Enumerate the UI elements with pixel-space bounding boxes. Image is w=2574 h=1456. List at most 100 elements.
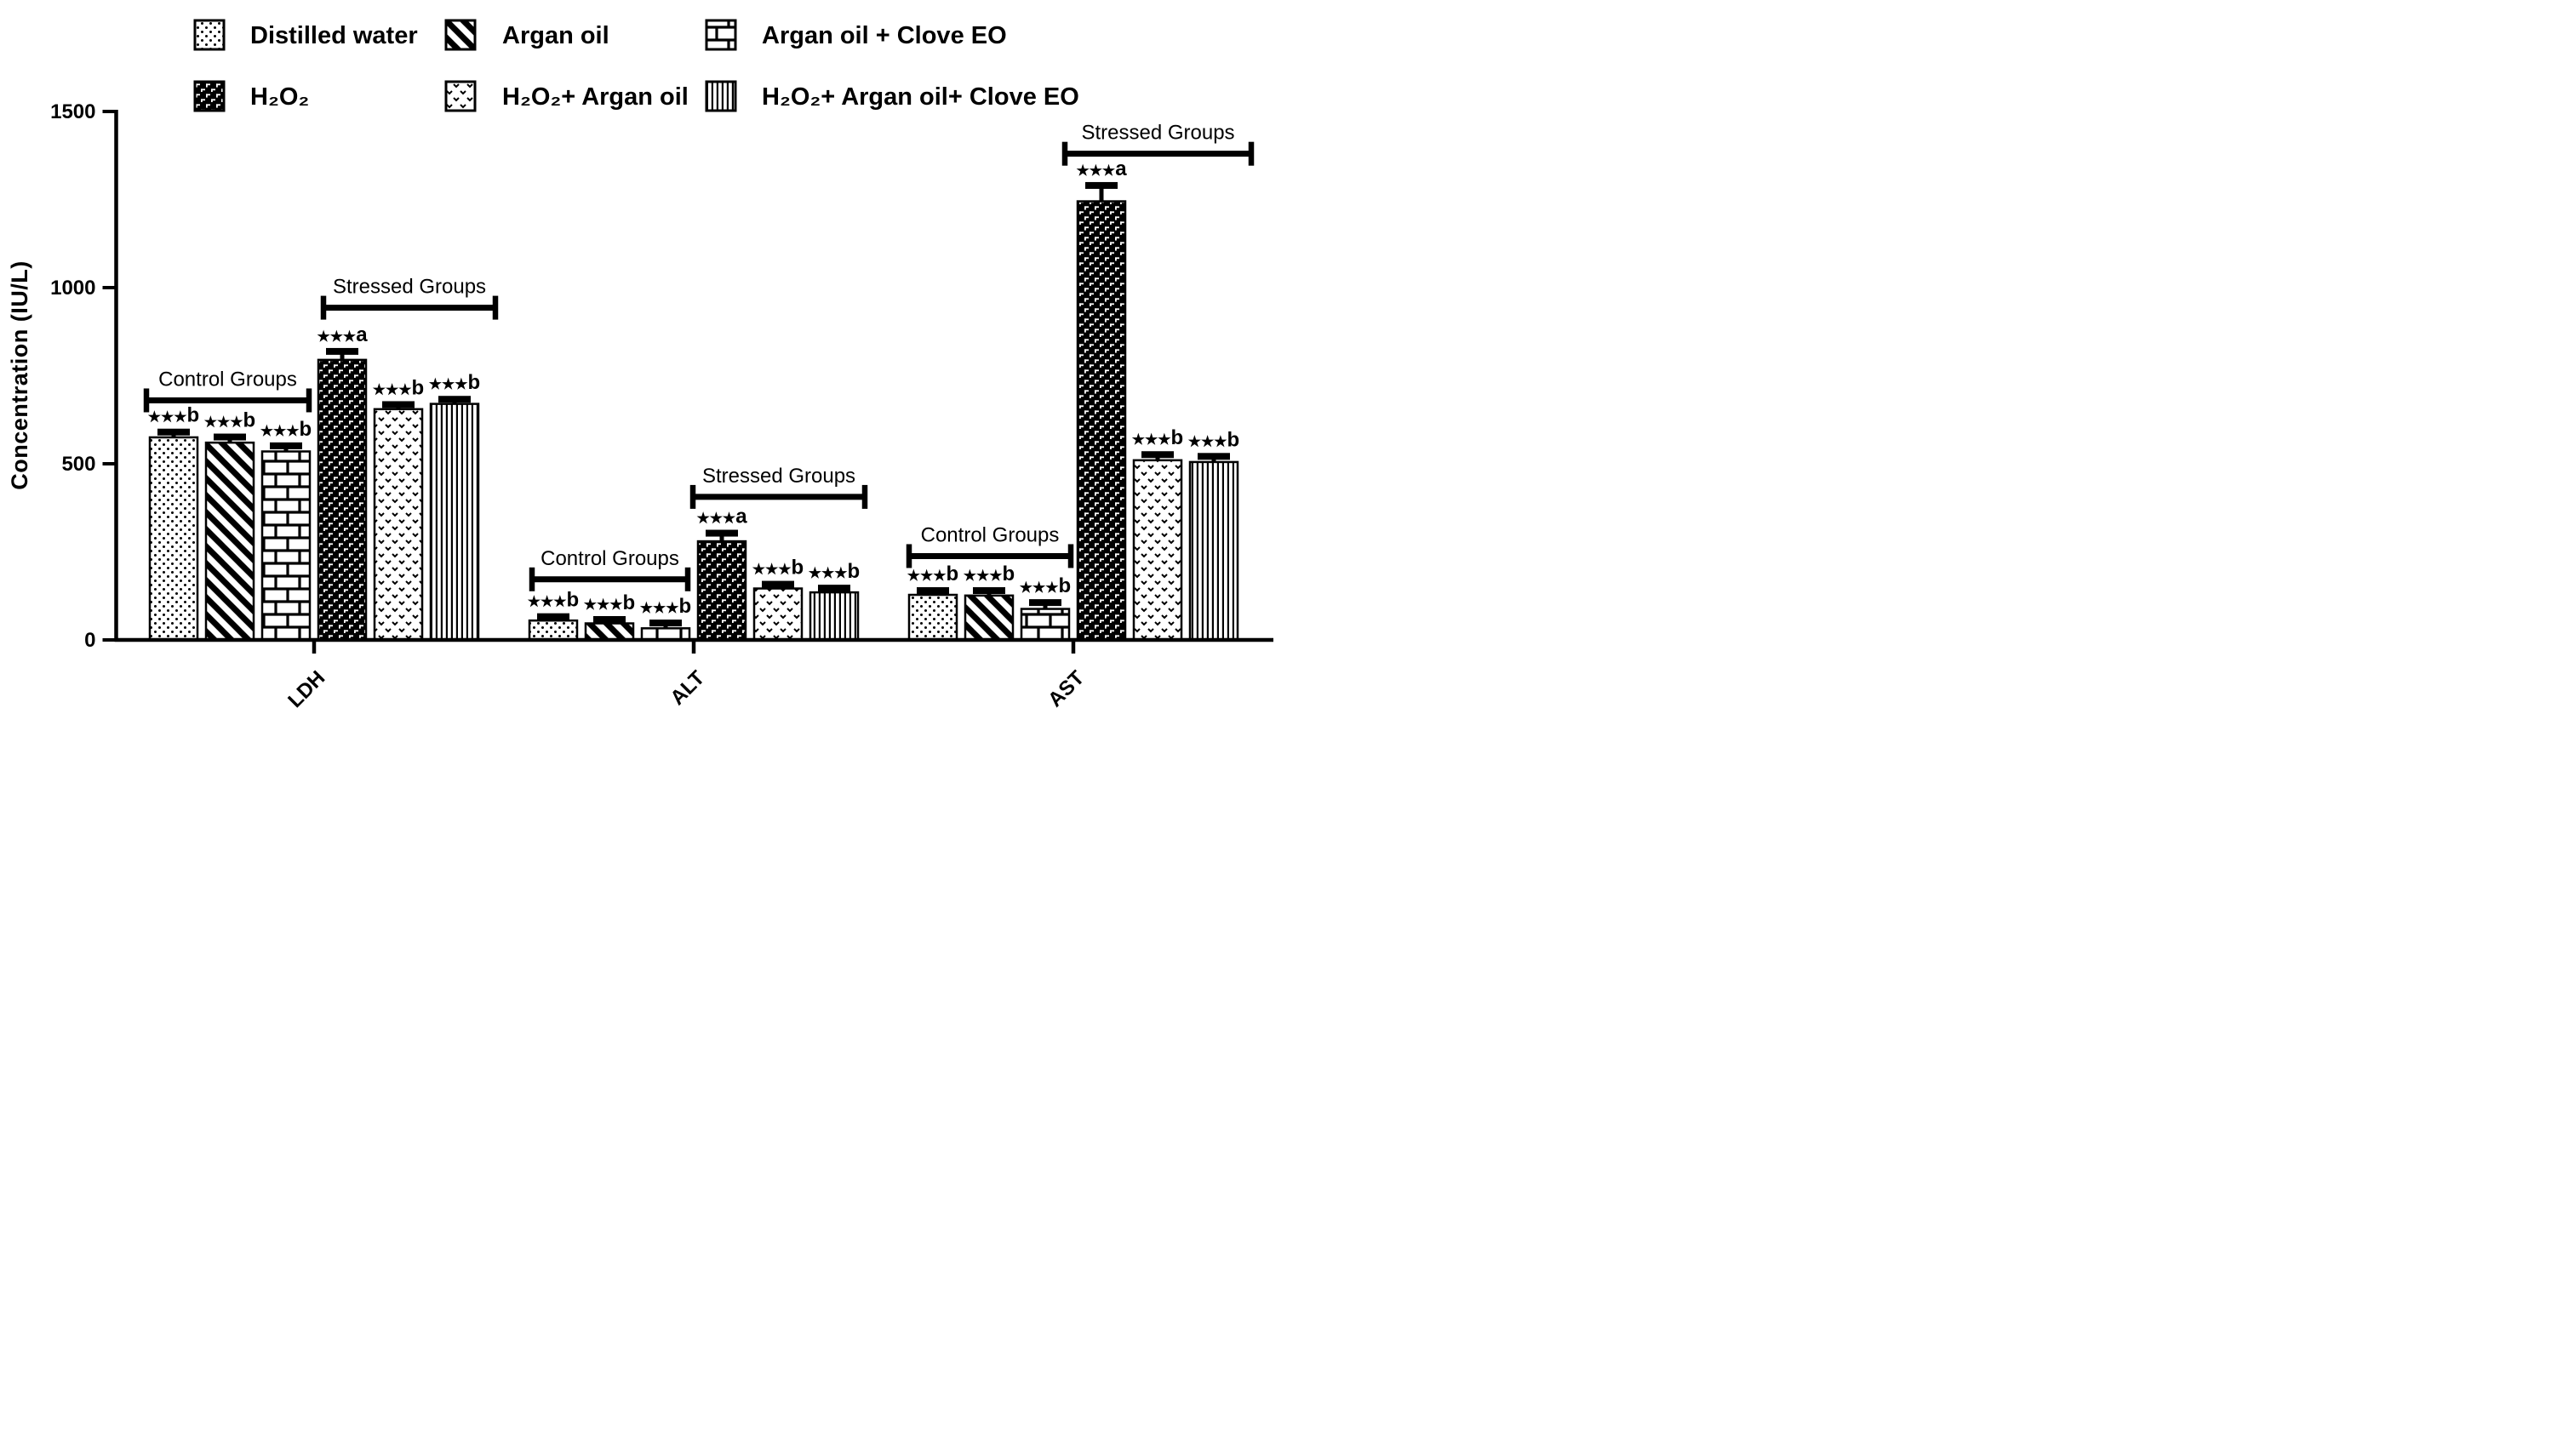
y-axis-title: Concentration (IU/L) — [7, 260, 32, 489]
significance-layer: ★★★b ★★★b ★★★b★★★a★★★b ★★★b★★★b ★★★b ★★★b★★★a… — [148, 157, 1239, 618]
error-bars-layer — [157, 181, 1230, 629]
chart-canvas: Distilled water Argan oil Argan oil + Clov… — [7, 19, 1273, 712]
significance-label: ★★★b — [260, 418, 312, 441]
sig-letter: a — [356, 323, 368, 346]
sig-stars: ★★★ — [429, 376, 468, 392]
error-bar-cap — [1085, 181, 1118, 189]
y-tick-label: 0 — [84, 629, 95, 652]
legend-swatch-chevron-icon — [444, 80, 477, 112]
legend-label: H₂O₂ — [250, 83, 309, 111]
sig-letter: b — [1171, 426, 1184, 449]
bar-LDH-shingle — [317, 358, 368, 642]
bar-LDH-chevron — [373, 408, 424, 642]
sig-stars: ★★★ — [373, 381, 412, 397]
error-bar-cap — [1141, 451, 1174, 459]
significance-label: ★★★b — [1132, 426, 1183, 449]
legend-swatch-diagonal-icon — [444, 19, 477, 51]
legend-label: Distilled water — [250, 22, 418, 49]
bracket-label: Control Groups — [921, 523, 1060, 546]
error-bar-cap — [917, 587, 949, 595]
legend-label: H₂O₂+ Argan oil — [502, 83, 689, 111]
sig-letter: b — [792, 557, 804, 580]
legend-swatch-dots-icon — [193, 19, 226, 51]
sig-stars: ★★★ — [964, 568, 1003, 584]
significance-label: ★★★a — [317, 323, 368, 346]
bracket-ALT-control: Control Groups — [529, 547, 691, 591]
sig-letter: b — [1003, 562, 1015, 585]
sig-letter: b — [848, 560, 861, 583]
bracket-ALT-stressed: Stressed Groups — [689, 465, 868, 509]
bar-LDH-dots — [148, 436, 199, 642]
bar-ALT-diagonal — [584, 622, 635, 642]
significance-label: ★★★b — [640, 595, 691, 618]
bar-AST-diagonal — [964, 594, 1015, 642]
bar-AST-chevron — [1132, 459, 1183, 642]
significance-label: ★★★b — [907, 562, 958, 585]
error-bar-cap — [382, 401, 415, 408]
significance-label: ★★★b — [584, 591, 635, 614]
error-bar-cap — [326, 347, 358, 355]
sig-stars: ★★★ — [1188, 433, 1227, 449]
bar-AST-dots — [907, 593, 958, 642]
legend-label: Argan oil — [502, 22, 609, 49]
bracket-AST-control: Control Groups — [906, 523, 1074, 568]
bar-AST-vlines — [1188, 460, 1239, 642]
error-bar-cap — [537, 613, 569, 620]
bracket-LDH-control: Control Groups — [143, 368, 312, 413]
bracket-LDH-stressed: Stressed Groups — [320, 276, 499, 320]
sig-stars: ★★★ — [1020, 580, 1059, 596]
bar-AST-shingle — [1076, 200, 1127, 642]
y-tick-label: 1000 — [50, 277, 95, 300]
bar-ALT-chevron — [752, 587, 804, 642]
sig-letter: a — [735, 505, 747, 528]
sig-stars: ★★★ — [752, 562, 792, 578]
error-bar-cap — [973, 587, 1005, 595]
bracket-AST-stressed: Stressed Groups — [1061, 122, 1255, 166]
significance-label: ★★★b — [1188, 428, 1239, 451]
bar-AST-brick — [1020, 608, 1071, 642]
legend-swatch-vlines-icon — [705, 80, 737, 112]
bar-LDH-diagonal — [204, 441, 255, 642]
bracket-label: Stressed Groups — [1081, 122, 1234, 145]
sig-stars: ★★★ — [584, 597, 623, 613]
significance-label: ★★★b — [752, 557, 804, 580]
sig-letter: b — [187, 404, 200, 427]
sig-stars: ★★★ — [696, 511, 735, 527]
sig-letter: b — [679, 595, 692, 618]
bracket-label: Stressed Groups — [702, 465, 855, 488]
x-tick-label-ALT: ALT — [666, 666, 709, 710]
sig-letter: b — [1227, 428, 1240, 451]
bar-LDH-vlines — [429, 403, 480, 642]
sig-stars: ★★★ — [1076, 163, 1115, 179]
sig-letter: b — [468, 371, 481, 394]
sig-letter: b — [567, 589, 580, 612]
legend-label: Argan oil + Clove EO — [762, 22, 1007, 49]
bracket-label: Control Groups — [541, 547, 679, 570]
sig-stars: ★★★ — [204, 414, 243, 431]
significance-label: ★★★b — [1020, 574, 1071, 597]
bracket-label: Stressed Groups — [333, 276, 486, 299]
significance-label: ★★★b — [204, 409, 255, 432]
sig-stars: ★★★ — [317, 328, 356, 345]
y-tick-label: 500 — [61, 453, 95, 476]
legend-label: H₂O₂+ Argan oil+ Clove EO — [762, 83, 1079, 111]
bar-ALT-dots — [528, 619, 579, 642]
significance-label: ★★★b — [964, 562, 1015, 585]
sig-stars: ★★★ — [907, 568, 947, 584]
sig-stars: ★★★ — [1132, 431, 1171, 448]
sig-stars: ★★★ — [640, 600, 679, 616]
error-bar-cap — [157, 428, 190, 436]
sig-stars: ★★★ — [809, 565, 848, 581]
significance-label: ★★★a — [696, 505, 747, 528]
error-bar-cap — [270, 442, 302, 449]
bracket-label: Control Groups — [158, 368, 297, 391]
y-tick-label: 1500 — [50, 100, 95, 123]
sig-letter: b — [1059, 574, 1072, 597]
bar-ALT-shingle — [696, 540, 747, 642]
group-brackets: Control Groups Stressed Groups Control Gro… — [143, 122, 1255, 591]
bar-chart-figure: Distilled water Argan oil Argan oil + Clov… — [0, 0, 1287, 728]
significance-label: ★★★b — [373, 376, 424, 399]
sig-letter: b — [300, 418, 312, 441]
bar-LDH-brick — [260, 450, 312, 642]
legend-swatch-shingle-icon — [193, 80, 226, 112]
